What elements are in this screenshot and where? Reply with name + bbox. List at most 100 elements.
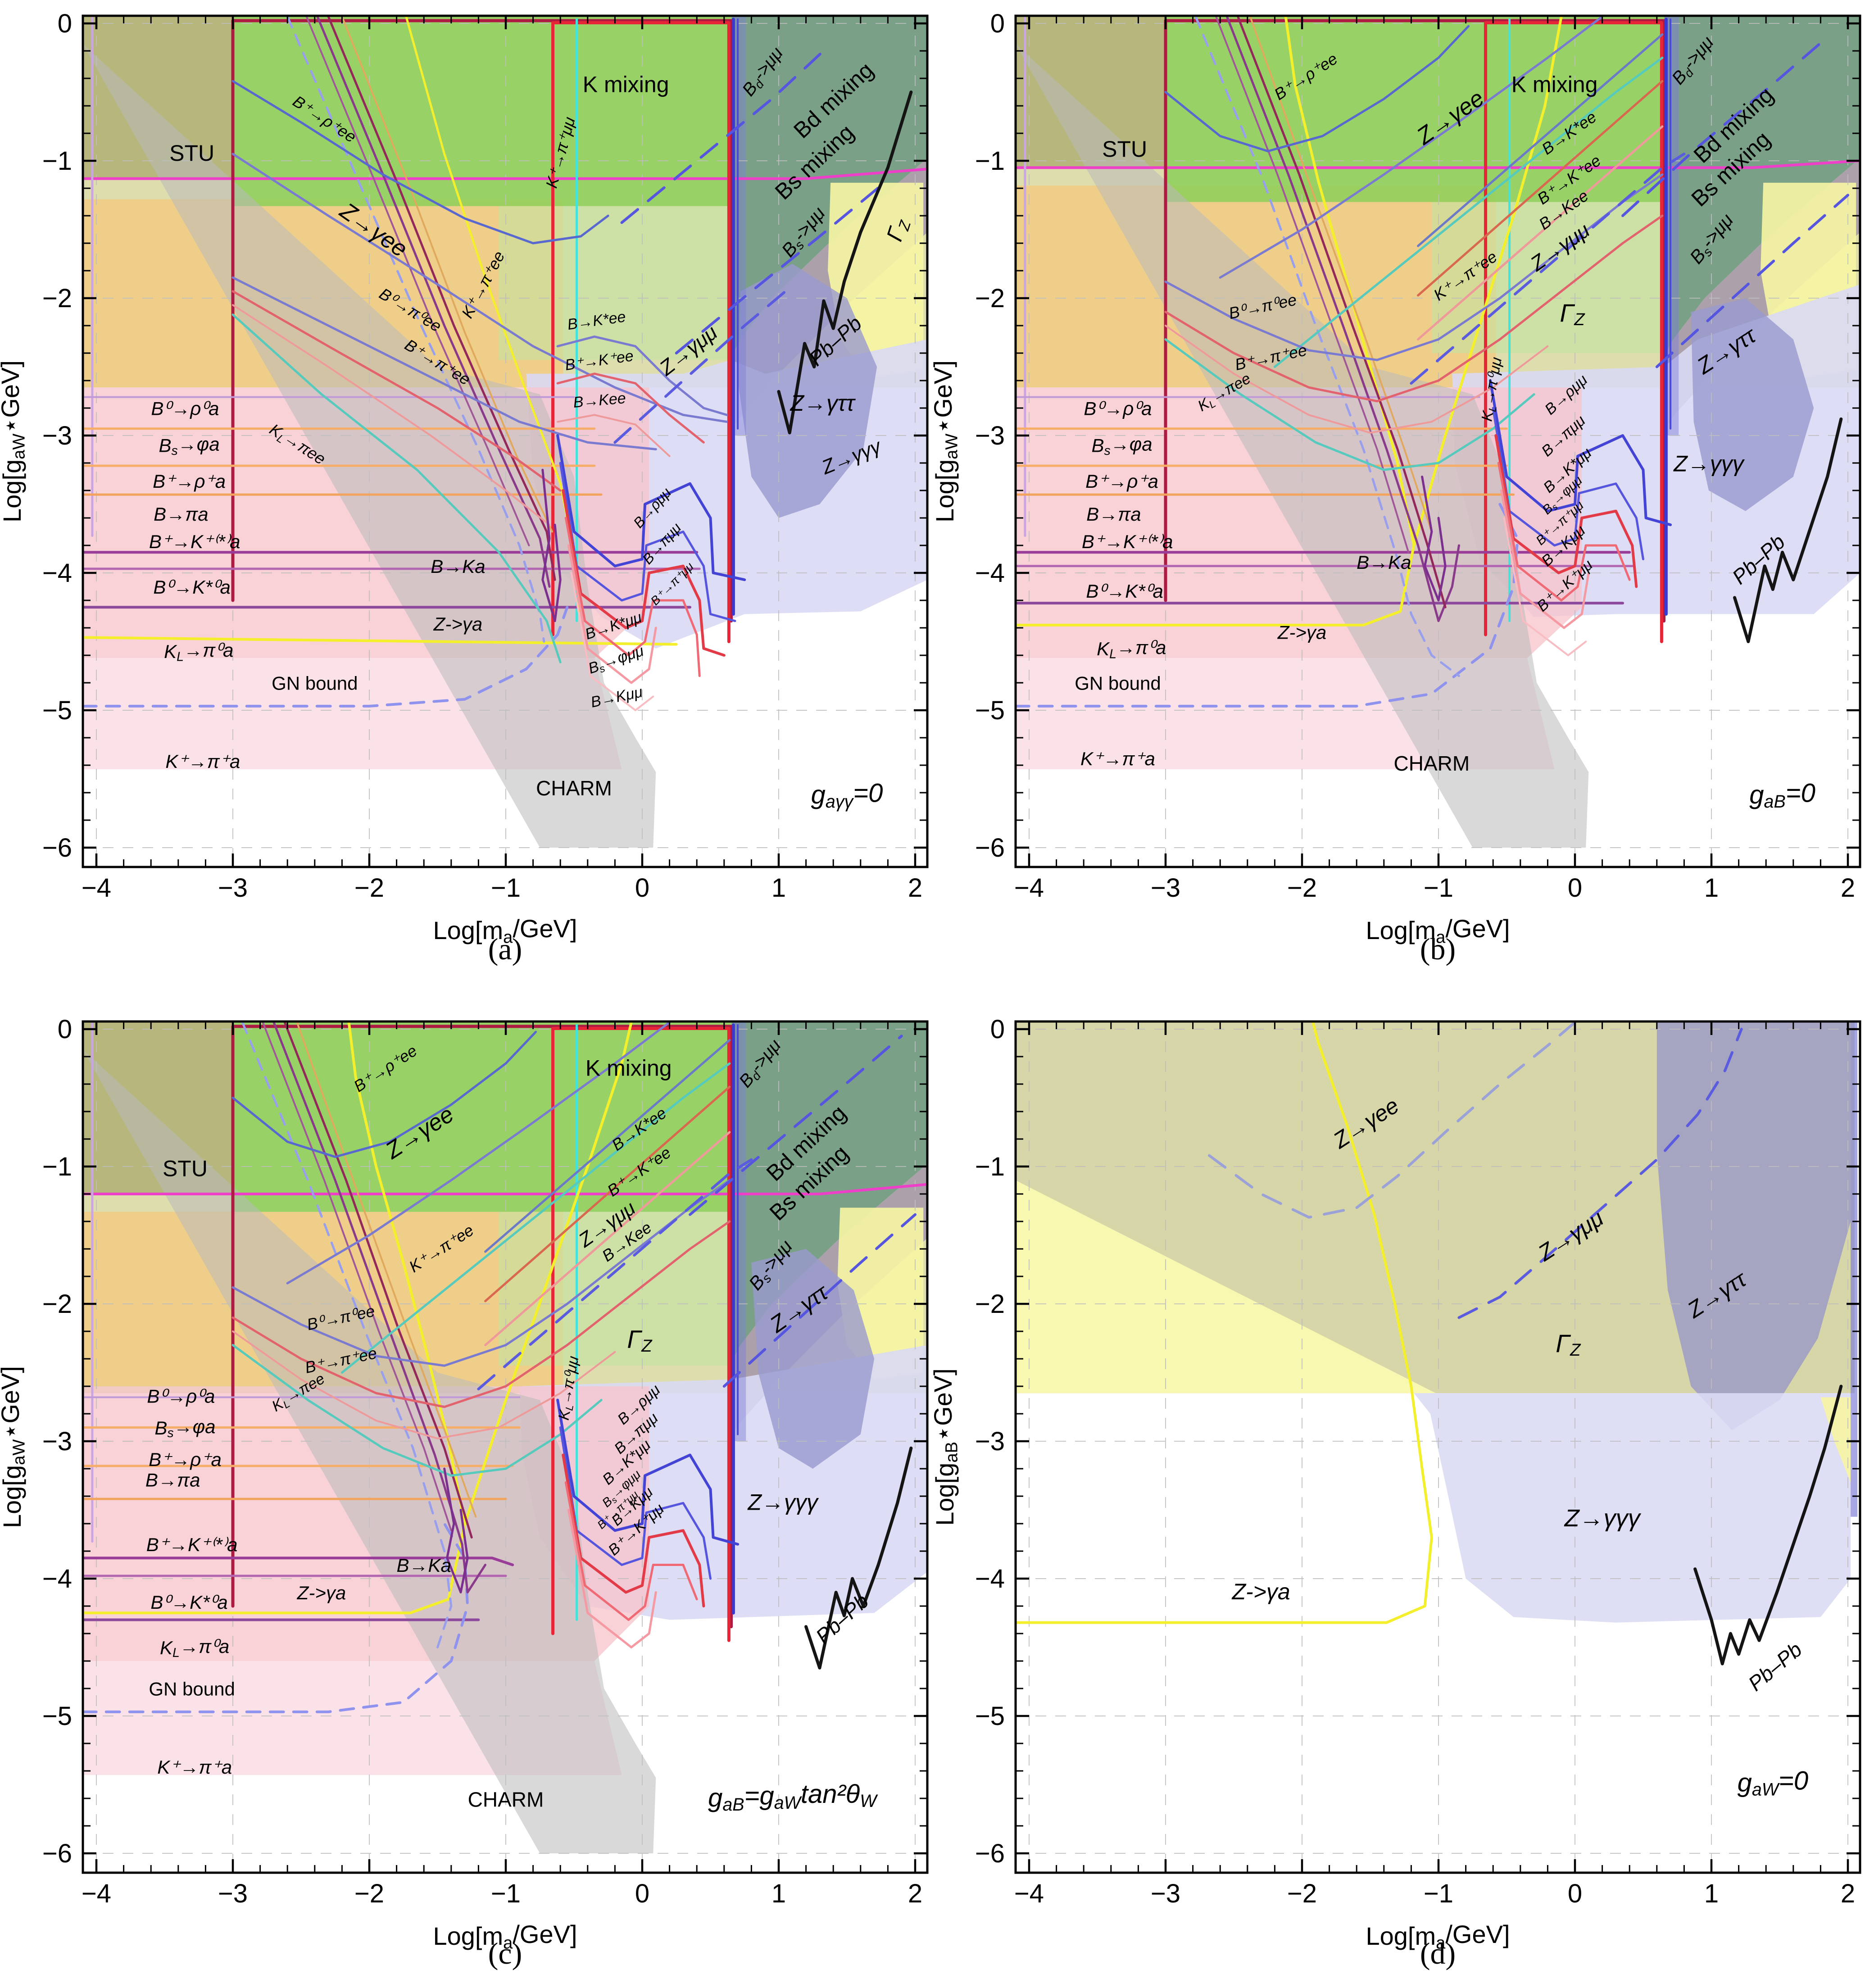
panel-c-curve-bkstar-a-line (83, 1557, 514, 1566)
panel-c-curve-k-pi-ee-teal (340, 1062, 731, 1374)
panel-c-caption: (c) (488, 1936, 522, 1970)
panel-a-ytick-2: −2 (42, 284, 72, 313)
panel-c-ticks (83, 1021, 927, 1873)
panel-a-curve-ee-salmon (232, 304, 550, 526)
panel-c-curve-gn-bound (83, 1522, 469, 1713)
panel-b-label-gn-bound: GN bound (1075, 672, 1161, 694)
panel-b-curve-k-pi-ee-teal (1273, 56, 1664, 368)
panel-a-label-b-ka: B→Ka (431, 556, 485, 577)
panel-c-curve-z-gamma-mumu-dash (477, 1158, 753, 1391)
panel-c-curve-mumu-hook-5 (567, 1509, 657, 1648)
panel-c-ytick-0: 0 (58, 1015, 72, 1044)
panel-b-xtick-4: 0 (1568, 873, 1582, 903)
panel-c-label-b-a: B⁺→ρ⁺a (149, 1449, 222, 1470)
panel-b-xtick-6: 2 (1841, 873, 1855, 903)
panel-b-curve-z-gamma-mumu-dash (1410, 152, 1686, 385)
panel-b-regions (1016, 16, 1860, 848)
panel-d-ytick-3: −3 (975, 1427, 1005, 1456)
panel-b-curve-bundle-2 (1237, 16, 1447, 608)
panel-a-yaxis-label: Log[gaW⋆GeV] (0, 360, 28, 522)
panel-a-xtick-6: 2 (908, 873, 922, 903)
panel-a-curve-bs-mumu-dash (675, 184, 883, 354)
panel-b-curve-bundle-3 (1215, 16, 1410, 554)
panel-c-curve-mumu-hook-1 (556, 1398, 740, 1546)
panel-d-region-yellow-wedge (1820, 1397, 1851, 1483)
panel-c-xtick-1: −3 (218, 1879, 248, 1908)
panel-c-curve-bundle-4 (296, 1021, 477, 1518)
panel-d-curve-zgamma-a-yellow (1016, 1021, 1433, 1624)
panel-d-label-z: Z→γγγ (1564, 1505, 1642, 1532)
panel-a-curve-b-pi-ee (231, 290, 562, 492)
panel-b-label-b-a: B⁰→ρ⁰a (1084, 398, 1152, 419)
panel-d-ytick-5: −5 (975, 1702, 1005, 1731)
panel-a-label-k-a: K⁺→π⁺a (165, 751, 240, 772)
panel-a-label-b-k-a: B⁺→K⁺⁽*⁾a (149, 531, 240, 552)
panel-a-label-b-a: B⁺→ρ⁺a (153, 471, 226, 492)
panel-d-curve-z-gamma-ee-dash (1207, 1021, 1576, 1219)
panel-a-curve-mumu-hook-5 (567, 544, 657, 684)
panel-c: −4 −3 −2 −1 0 1 2 0 −1 −2 −3 −4 −5 −6 Log[ma/GeV] Log[g… (0, 1015, 929, 1970)
panel-b-xtick-2: −2 (1287, 873, 1317, 903)
panel-b-curve-bundle-1 (1225, 16, 1460, 622)
panel-b-curve-bs-mumu-dash (1655, 194, 1849, 368)
panel-c-curve-mumu-hook-3 (562, 1453, 705, 1607)
panel-b-curve-ee-salmon (1165, 325, 1549, 434)
panel-c-label-kl: KL→π⁰μμ (554, 1355, 584, 1422)
panel-c-curve-b-kee-diag (484, 1131, 731, 1346)
panel-a-ytick-0: 0 (58, 9, 72, 38)
panel-c-curve-bundle-dashed (241, 1021, 453, 1648)
panel-d-ytick-2: −2 (975, 1289, 1005, 1319)
panel-a-label-b-k-a: B⁰→K*⁰a (153, 576, 230, 598)
panel-c-curve-purple-tangle (443, 1467, 469, 1593)
panel-a-curve-b0-pi0-ee (231, 276, 657, 450)
panel-b-region-bd-mixing-teal (1664, 16, 1860, 356)
panel-c-curve-b-rho-ee (231, 1030, 537, 1158)
panel-a-xtick-4: 0 (635, 873, 649, 903)
panel-c-curve-pbpb-black (804, 1446, 913, 1670)
panel-b-curve-maroon-box (1164, 19, 1666, 623)
panel-c-label-b-k-a: B⁺→K⁺⁽*⁾a (146, 1534, 238, 1555)
panel-b-caption: (b) (1420, 932, 1456, 966)
panel-d-ytick-4: −4 (975, 1564, 1005, 1593)
panel-a-curve-bundle-4 (341, 16, 554, 533)
panel-b-curve-gn-bound (1016, 503, 1519, 708)
panel-c-label-gn-bound: GN bound (149, 1678, 235, 1699)
panel-b-ytick-3: −3 (975, 421, 1005, 450)
panel-b-label-b-a: B⁺→ρ⁺a (1085, 471, 1158, 492)
panel-b-label-kl-a: KL→π⁰a (1097, 637, 1166, 661)
panel-a-label-b-a: B→πa (154, 504, 209, 525)
panel-a-curve-bundle-3 (305, 16, 530, 546)
panel-c-curve-mumu-hook-2 (559, 1426, 712, 1580)
panel-b-ytick-2: −2 (975, 284, 1005, 313)
panel-b-curve-mumu-hook-5 (1500, 489, 1590, 629)
panel-b-xtick-0: −4 (1014, 873, 1044, 903)
panel-c-label-k-a: K⁺→π⁺a (157, 1757, 232, 1778)
panel-a-curve-bd-mumu-dash (620, 46, 828, 224)
panel-d-ytick-0: 0 (990, 1015, 1005, 1044)
panel-b-ytick-4: −4 (975, 558, 1005, 588)
panel-a-label-charm: CHARM (536, 776, 612, 800)
panel-d-xtick-1: −3 (1151, 1879, 1180, 1908)
panel-c-curve-z-gamma-ee (286, 1021, 671, 1284)
panel-d-ticks (1016, 1021, 1860, 1873)
panel-d-label-z: ΓZ (1556, 1329, 1581, 1360)
panel-a-curves (83, 16, 927, 711)
panel-c-ytick-3: −3 (42, 1427, 72, 1456)
panel-c-curve-b-k-ee-diag (484, 1085, 731, 1303)
panel-a-curve-bundle-2 (327, 16, 556, 581)
panel-a-curve-b-kee-step (557, 414, 671, 457)
panel-c-label-charm: CHARM (468, 1788, 544, 1811)
panel-c-xtick-6: 2 (908, 1879, 922, 1908)
panel-b-curve-purple-tangle (1421, 476, 1447, 602)
panel-b-curve-b-k-ee-diag (1417, 80, 1664, 297)
panel-a-xtick-2: −2 (354, 873, 384, 903)
panel-c-curve-b-pi-ee (231, 1220, 731, 1408)
panel-b-label-z: Z→γγγ (1673, 451, 1745, 476)
panel-b-curve-red-box (1484, 21, 1663, 643)
panel-d-label-z-a: Z->γa (1231, 1579, 1290, 1604)
panel-b-label-stu: STU (1102, 136, 1147, 162)
panel-c-curve-bundle-3 (262, 1021, 452, 1532)
panel-a-label-k-mixing: K mixing (583, 72, 669, 97)
panel-b-region-ztautau-lobe (1691, 298, 1814, 511)
